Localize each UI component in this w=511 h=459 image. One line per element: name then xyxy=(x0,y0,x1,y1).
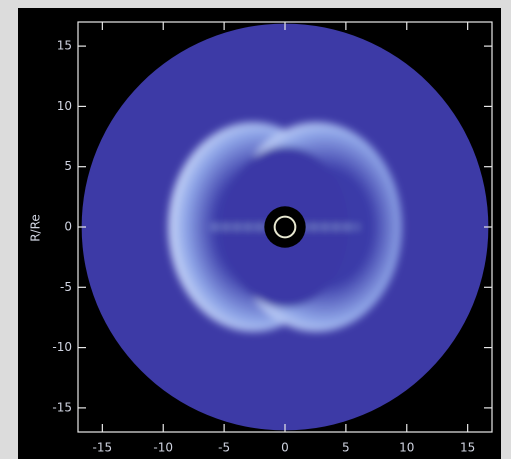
chart: -15 -10 -5 0 5 10 15 -15 -10 -5 0 5 10 15 R/Re xyxy=(0,0,511,459)
x-tick-label: -15 xyxy=(93,441,113,455)
x-tick-label: -5 xyxy=(218,441,230,455)
y-tick-label: 5 xyxy=(64,159,72,173)
y-tick-label: -10 xyxy=(52,340,72,354)
y-tick-label: 0 xyxy=(64,220,72,234)
x-tick-label: 5 xyxy=(342,441,350,455)
x-tick-label: 15 xyxy=(460,441,475,455)
y-tick-label: 10 xyxy=(57,99,72,113)
y-axis-label: R/Re xyxy=(29,214,43,242)
page: -15-10-5051015-15-10-5051015R/Re (() => … xyxy=(0,0,511,459)
y-tick-label: 15 xyxy=(57,39,72,53)
x-tick-label: -10 xyxy=(153,441,173,455)
earth-shadow xyxy=(264,206,305,247)
y-tick-label: -15 xyxy=(52,400,72,414)
plot-area xyxy=(82,24,489,431)
x-tick-label: 0 xyxy=(281,441,289,455)
y-tick-label: -5 xyxy=(60,280,72,294)
x-tick-label: 10 xyxy=(399,441,414,455)
